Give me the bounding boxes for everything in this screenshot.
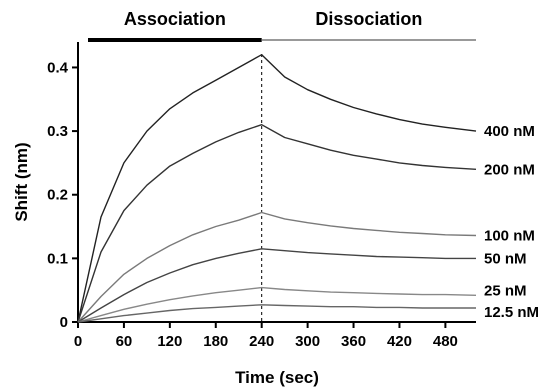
series-line-12-5-nm [77, 304, 476, 323]
x-tick-label: 120 [157, 333, 182, 350]
y-tick-label: 0.2 [47, 187, 68, 204]
x-ticks: 0 60 120 180 240 300 360 420 480 [74, 322, 458, 350]
x-tick-label: 300 [295, 333, 320, 350]
series-label-200-nm: 200 nM [484, 161, 535, 178]
y-ticks: 0 0.1 0.2 0.3 0.4 [47, 59, 78, 331]
y-axis-title: Shift (nm) [12, 142, 31, 221]
phase-label-association: Association [124, 9, 226, 29]
y-tick-label: 0.1 [47, 250, 68, 267]
series-label-100-nm: 100 nM [484, 227, 535, 244]
y-tick-label: 0 [60, 314, 68, 331]
series-line-200-nm [77, 123, 477, 323]
x-axis-title: Time (sec) [235, 368, 319, 387]
y-tick-label: 0.4 [47, 59, 69, 76]
series-label-400-nm: 400 nM [484, 123, 535, 140]
x-tick-label: 240 [249, 333, 274, 350]
x-tick-label: 180 [203, 333, 228, 350]
series-line-25-nm [77, 286, 477, 323]
series-lines [77, 54, 477, 323]
x-tick-label: 60 [116, 333, 133, 350]
x-tick-label: 480 [433, 333, 458, 350]
series-label-50-nm: 50 nM [484, 250, 527, 267]
x-tick-label: 0 [74, 333, 82, 350]
series-line-100-nm [77, 211, 477, 323]
phase-label-dissociation: Dissociation [315, 9, 422, 29]
axes [77, 42, 476, 323]
x-tick-label: 420 [387, 333, 412, 350]
phase-bars: Association Dissociation [88, 9, 476, 42]
series-labels: 400 nM 200 nM 100 nM 50 nM 25 nM 12.5 nM [484, 123, 539, 321]
series-label-25-nm: 25 nM [484, 282, 527, 299]
x-tick-label: 360 [341, 333, 366, 350]
series-label-12-5-nm: 12.5 nM [484, 304, 539, 321]
series-line-50-nm [77, 248, 476, 323]
series-line-400-nm [77, 54, 477, 323]
y-tick-label: 0.3 [47, 123, 68, 140]
